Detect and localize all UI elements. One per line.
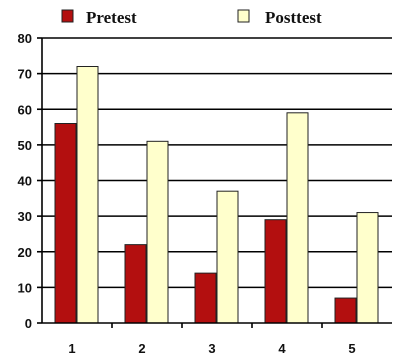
x-tick-label: 3	[208, 341, 215, 356]
bar-pretest-2	[124, 244, 147, 324]
bar-pretest-5	[334, 297, 357, 324]
bar-posttest-5	[356, 212, 379, 324]
x-tick-label: 4	[278, 341, 286, 356]
y-tick-label: 10	[18, 280, 32, 295]
legend-label-pretest: Pretest	[86, 8, 137, 27]
y-tick-label: 80	[18, 31, 32, 46]
bar-posttest-3	[216, 190, 239, 324]
y-tick-label: 50	[18, 138, 32, 153]
y-tick-label: 70	[18, 67, 32, 82]
x-tick-label: 2	[138, 341, 145, 356]
legend-label-posttest: Posttest	[265, 8, 322, 27]
y-tick-label: 20	[18, 245, 32, 260]
bar-posttest-1	[76, 66, 99, 324]
legend: Pretest Posttest	[61, 8, 322, 27]
bar-posttest-2	[146, 140, 169, 324]
bar-pretest-1	[54, 123, 77, 324]
legend-swatch-posttest	[237, 9, 250, 23]
y-tick-label: 40	[18, 174, 32, 189]
y-axis: 0 10 20 30 40 50 60 70 80	[18, 31, 43, 331]
bar-posttest-4	[286, 112, 309, 324]
x-tick-label: 5	[348, 341, 355, 356]
bar-pretest-4	[264, 219, 287, 324]
bars	[54, 66, 379, 324]
y-tick-label: 30	[18, 209, 32, 224]
bar-pretest-3	[194, 272, 217, 324]
x-tick-label: 1	[68, 341, 75, 356]
y-tick-label: 0	[25, 316, 32, 331]
x-axis: 1 2 3 4 5	[42, 322, 392, 356]
legend-swatch-pretest	[61, 9, 74, 23]
y-tick-label: 60	[18, 102, 32, 117]
